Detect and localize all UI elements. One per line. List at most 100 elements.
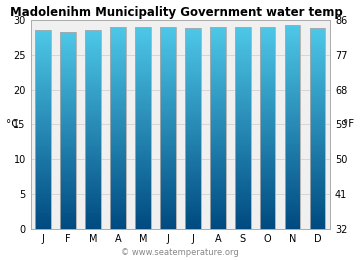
Bar [235, 212, 251, 214]
Bar [260, 104, 275, 106]
Bar [35, 75, 51, 77]
Bar [160, 27, 176, 229]
Bar [35, 160, 51, 161]
Bar [210, 207, 226, 209]
Bar [310, 63, 325, 65]
Bar [135, 189, 151, 190]
Bar [285, 124, 301, 126]
Bar [160, 86, 176, 87]
Bar [135, 153, 151, 155]
Bar [110, 228, 126, 229]
Bar [85, 82, 101, 83]
Bar [235, 173, 251, 175]
Bar [210, 38, 226, 40]
Bar [135, 72, 151, 74]
Bar [210, 180, 226, 182]
Bar [135, 57, 151, 59]
Bar [110, 93, 126, 94]
Bar [285, 139, 301, 141]
Bar [60, 181, 76, 183]
Bar [135, 148, 151, 150]
Bar [110, 184, 126, 185]
Bar [60, 211, 76, 213]
Bar [285, 158, 301, 160]
Bar [35, 218, 51, 219]
Bar [310, 199, 325, 201]
Bar [160, 140, 176, 141]
Bar [135, 76, 151, 77]
Bar [235, 224, 251, 226]
Bar [110, 35, 126, 37]
Bar [160, 224, 176, 226]
Bar [185, 60, 201, 62]
Bar [160, 136, 176, 138]
Bar [135, 228, 151, 229]
Bar [85, 204, 101, 206]
Bar [285, 199, 301, 200]
Bar [310, 189, 325, 191]
Bar [85, 154, 101, 156]
Bar [235, 96, 251, 98]
Bar [285, 25, 301, 27]
Bar [110, 175, 126, 177]
Bar [235, 168, 251, 170]
Bar [210, 81, 226, 82]
Bar [110, 126, 126, 128]
Bar [185, 174, 201, 176]
Bar [235, 207, 251, 209]
Bar [85, 40, 101, 42]
Bar [160, 212, 176, 214]
Bar [185, 38, 201, 40]
Bar [35, 48, 51, 50]
Bar [310, 100, 325, 102]
Bar [110, 111, 126, 113]
Bar [185, 166, 201, 167]
Bar [110, 190, 126, 192]
Bar [185, 207, 201, 209]
Bar [210, 44, 226, 45]
Bar [235, 54, 251, 55]
Bar [85, 223, 101, 224]
Bar [285, 142, 301, 144]
Bar [85, 199, 101, 201]
Bar [135, 40, 151, 42]
Bar [60, 208, 76, 209]
Bar [260, 182, 275, 184]
Bar [185, 226, 201, 228]
Bar [285, 59, 301, 61]
Bar [135, 37, 151, 38]
Bar [85, 211, 101, 213]
Bar [110, 172, 126, 173]
Bar [135, 177, 151, 179]
Bar [185, 187, 201, 189]
Bar [210, 150, 226, 152]
Bar [185, 124, 201, 125]
Bar [85, 141, 101, 143]
Bar [60, 163, 76, 165]
Bar [110, 72, 126, 74]
Bar [60, 86, 76, 88]
Bar [210, 42, 226, 44]
Bar [35, 161, 51, 163]
Bar [210, 98, 226, 99]
Bar [110, 42, 126, 44]
Bar [85, 173, 101, 174]
Bar [260, 54, 275, 55]
Bar [185, 72, 201, 73]
Bar [235, 141, 251, 143]
Bar [110, 143, 126, 145]
Bar [135, 103, 151, 104]
Bar [285, 95, 301, 97]
Bar [260, 226, 275, 228]
Bar [260, 173, 275, 175]
Bar [60, 33, 76, 35]
Bar [160, 182, 176, 184]
Bar [185, 177, 201, 179]
Bar [85, 226, 101, 228]
Bar [35, 107, 51, 108]
Bar [85, 68, 101, 70]
Bar [235, 67, 251, 69]
Bar [210, 217, 226, 219]
Bar [235, 52, 251, 54]
Bar [235, 202, 251, 204]
